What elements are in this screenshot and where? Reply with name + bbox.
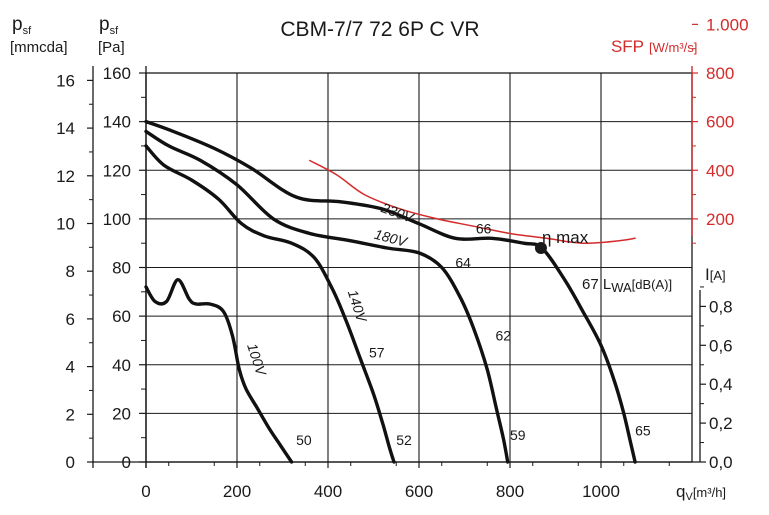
pa-tick-label: 100 <box>103 210 131 229</box>
mmcda-tick-label: 6 <box>66 310 75 329</box>
curve-annotation: 59 <box>510 427 526 443</box>
curve-100v <box>144 278 294 464</box>
mmcda-tick-label: 0 <box>66 453 75 472</box>
sfp-axis-unit: [W/m³/s] <box>649 40 697 55</box>
curve-180v <box>144 129 510 464</box>
lwa-label: 67 LWA[dB(A)] <box>582 276 672 295</box>
eta-max-label: η max <box>542 228 589 247</box>
lwa-subscript: WA <box>611 280 632 295</box>
curve-annotation: 62 <box>495 327 511 343</box>
x-tick-label: 1000 <box>582 482 620 501</box>
pa-axis-title: psf <box>99 14 119 37</box>
pa-tick-label: 80 <box>112 259 131 278</box>
sfp-tick-label: 800 <box>706 64 734 83</box>
pa-tick-label: 0 <box>122 453 131 472</box>
x-axis-symbol: q <box>676 482 685 501</box>
curve-230v <box>144 119 637 464</box>
sfp-tick-label: 200 <box>706 210 734 229</box>
pa-axis-unit: [Pa] <box>98 39 125 56</box>
mmcda-tick-label: 2 <box>66 405 75 424</box>
x-tick-label: 0 <box>141 482 150 501</box>
pa-tick-label: 60 <box>112 307 131 326</box>
sfp-tick-label: 400 <box>706 161 734 180</box>
x-tick-label: 400 <box>314 482 342 501</box>
current-tick-label: 0,6 <box>709 336 733 355</box>
chart-title: CBM-7/7 72 6P C VR <box>280 18 479 41</box>
eta-max-marker <box>534 242 547 255</box>
pa-axis-symbol: p <box>99 14 110 35</box>
curve-annotation: 50 <box>296 432 312 448</box>
mmcda-tick-label: 4 <box>66 358 75 377</box>
pa-axis-subscript: sf <box>110 25 120 37</box>
current-axis-unit: [A] <box>710 268 726 283</box>
curve-annotation: 57 <box>369 344 385 360</box>
curve-annotation: 52 <box>396 432 412 448</box>
sfp-tick-label: 600 <box>706 113 734 132</box>
current-axis-title: I[A] <box>705 265 726 284</box>
mmcda-axis-unit: [mmcda] <box>10 39 68 56</box>
curve-annotation: 65 <box>635 422 651 438</box>
axes <box>87 23 706 468</box>
curve-annotation: 64 <box>455 255 471 271</box>
mmcda-axis-symbol: p <box>12 14 23 35</box>
pa-tick-label: 20 <box>112 404 131 423</box>
x-axis-unit: [m³/h] <box>693 485 726 500</box>
grid-lines <box>145 72 693 463</box>
pa-tick-label: 140 <box>103 113 131 132</box>
sfp-tick-label: 1.000 <box>706 15 749 34</box>
mmcda-tick-label: 10 <box>56 214 75 233</box>
current-tick-label: 0,0 <box>709 453 733 472</box>
current-tick-label: 0,8 <box>709 297 733 316</box>
current-axis-symbol: I <box>705 265 710 284</box>
mmcda-axis-title: psf <box>12 14 32 37</box>
x-tick-label: 200 <box>223 482 251 501</box>
mmcda-tick-label: 14 <box>56 119 75 138</box>
curve-140v <box>144 144 396 464</box>
mmcda-tick-label: 16 <box>56 71 75 90</box>
lwa-prefix: 67 L <box>582 276 611 293</box>
mmcda-tick-label: 12 <box>56 167 75 186</box>
mmcda-tick-label: 8 <box>66 262 75 281</box>
curve-sfp <box>309 159 636 244</box>
pa-tick-label: 40 <box>112 356 131 375</box>
tick-labels: 0 200 400 600 800 1000 0 20 40 60 80 100 120 140 160 0 2… <box>56 15 748 501</box>
x-axis-title: qV[m³/h] <box>676 482 726 503</box>
pa-tick-label: 120 <box>103 161 131 180</box>
curves <box>144 119 637 464</box>
curve-annotation: 100V <box>244 341 270 379</box>
x-tick-label: 800 <box>496 482 524 501</box>
lwa-unit: [dB(A)] <box>632 277 672 292</box>
sfp-axis-title: SFP <box>611 37 644 56</box>
x-tick-label: 600 <box>405 482 433 501</box>
x-axis-subscript: V <box>685 491 693 503</box>
current-tick-label: 0,4 <box>709 375 733 394</box>
current-tick-label: 0,2 <box>709 414 733 433</box>
curve-annotation: 230V <box>378 199 417 226</box>
pa-tick-label: 160 <box>103 64 131 83</box>
curve-annotation: 140V <box>345 288 371 326</box>
curve-annotation: 66 <box>476 220 492 236</box>
mmcda-axis-subscript: sf <box>23 25 33 37</box>
